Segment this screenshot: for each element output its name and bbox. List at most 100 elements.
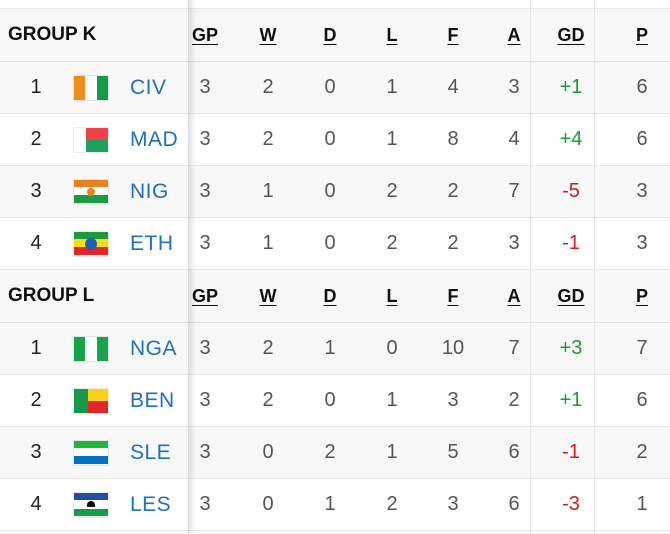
col-a-header[interactable]: A xyxy=(507,24,521,45)
position: 1 xyxy=(30,337,42,359)
table-row[interactable]: 4 ETH 3 1 0 2 2 3 -1 3 xyxy=(0,218,670,270)
d-value: 0 xyxy=(324,389,336,411)
table-top-edge xyxy=(0,0,670,9)
col-d-header[interactable]: D xyxy=(323,285,337,306)
team-link[interactable]: NIG xyxy=(130,179,169,203)
points-value: 1 xyxy=(636,493,648,515)
table-row[interactable]: 4 LES 3 0 1 2 3 6 -3 1 xyxy=(0,479,670,531)
lesotho-flag-icon xyxy=(74,492,108,517)
table-row[interactable]: 1 CIV 3 2 0 1 4 3 +1 6 xyxy=(0,62,670,114)
ethiopia-flag-icon xyxy=(74,231,108,256)
f-value: 2 xyxy=(447,232,459,254)
col-f-header[interactable]: F xyxy=(447,24,459,45)
l-value: 0 xyxy=(386,337,398,359)
col-f-header[interactable]: F xyxy=(447,285,459,306)
l-value: 2 xyxy=(386,493,398,515)
team-link[interactable]: CIV xyxy=(130,75,167,99)
table-row[interactable]: 3 NIG 3 1 0 2 2 7 -5 3 xyxy=(0,166,670,218)
gd-value: +1 xyxy=(559,389,583,411)
col-d-header[interactable]: D xyxy=(323,24,337,45)
d-value: 1 xyxy=(324,493,336,515)
col-w-header[interactable]: W xyxy=(259,24,277,45)
f-value: 4 xyxy=(447,76,459,98)
col-a-header[interactable]: A xyxy=(507,285,521,306)
a-value: 3 xyxy=(508,76,520,98)
d-value: 0 xyxy=(324,180,336,202)
a-value: 2 xyxy=(508,389,520,411)
col-w-header[interactable]: W xyxy=(259,285,277,306)
f-value: 3 xyxy=(447,389,459,411)
nigeria-flag-icon xyxy=(74,336,108,361)
flag-cell xyxy=(73,114,109,165)
team-link[interactable]: BEN xyxy=(130,388,175,412)
group-header: GROUP K GP W D L F A GD P xyxy=(0,9,670,62)
gd-value: -1 xyxy=(562,232,580,254)
sierra-leone-flag-icon xyxy=(74,440,108,465)
points-value: 3 xyxy=(636,232,648,254)
w-value: 0 xyxy=(262,493,274,515)
flag-cell xyxy=(73,62,109,113)
col-p-header[interactable]: P xyxy=(635,24,648,45)
gp-value: 3 xyxy=(199,389,211,411)
position: 2 xyxy=(30,128,42,150)
a-value: 4 xyxy=(508,128,520,150)
group-header: GROUP L GP W D L F A GD P xyxy=(0,270,670,323)
table-row[interactable]: 2 MAD 3 2 0 1 8 4 +4 6 xyxy=(0,114,670,166)
team-link[interactable]: NGA xyxy=(130,336,178,360)
flag-cell xyxy=(73,427,109,478)
l-value: 1 xyxy=(386,389,398,411)
team-link[interactable]: MAD xyxy=(130,127,179,151)
position: 3 xyxy=(30,441,42,463)
team-link[interactable]: LES xyxy=(130,492,172,516)
table-row[interactable]: 1 NGA 3 2 1 0 10 7 +3 7 xyxy=(0,323,670,375)
w-value: 2 xyxy=(262,389,274,411)
col-gd-header[interactable]: GD xyxy=(557,24,585,45)
col-gp-header[interactable]: GP xyxy=(191,285,218,306)
l-value: 2 xyxy=(386,232,398,254)
points-value: 2 xyxy=(636,441,648,463)
gd-value: -3 xyxy=(562,493,580,515)
position: 1 xyxy=(30,76,42,98)
team-link[interactable]: ETH xyxy=(130,231,174,255)
flag-cell xyxy=(73,323,109,374)
gd-value: -5 xyxy=(562,180,580,202)
ivory-coast-flag-icon xyxy=(74,75,108,100)
l-value: 2 xyxy=(386,180,398,202)
d-value: 2 xyxy=(324,441,336,463)
group-title: GROUP K xyxy=(8,24,97,45)
points-value: 6 xyxy=(636,389,648,411)
col-l-header[interactable]: L xyxy=(386,285,398,306)
col-p-header[interactable]: P xyxy=(635,285,648,306)
position: 4 xyxy=(30,232,42,254)
gd-value: -1 xyxy=(562,441,580,463)
gd-value: +4 xyxy=(559,128,583,150)
madagascar-flag-icon xyxy=(74,127,108,152)
points-value: 6 xyxy=(636,128,648,150)
a-value: 6 xyxy=(508,441,520,463)
group-l-table: GROUP L GP W D L F A GD P 1 NGA 3 2 1 0 … xyxy=(0,270,670,531)
table-row[interactable]: 3 SLE 3 0 2 1 5 6 -1 2 xyxy=(0,427,670,479)
team-link[interactable]: SLE xyxy=(130,440,172,464)
col-gp-header[interactable]: GP xyxy=(191,24,218,45)
points-value: 6 xyxy=(636,76,648,98)
a-value: 7 xyxy=(508,180,520,202)
l-value: 1 xyxy=(386,441,398,463)
group-title: GROUP L xyxy=(8,285,95,306)
points-value: 3 xyxy=(636,180,648,202)
gp-value: 3 xyxy=(199,232,211,254)
benin-flag-icon xyxy=(74,388,108,413)
flag-cell xyxy=(73,479,109,530)
d-value: 1 xyxy=(324,337,336,359)
l-value: 1 xyxy=(386,128,398,150)
group-k-table: GROUP K GP W D L F A GD P 1 CIV 3 2 0 1 … xyxy=(0,9,670,270)
table-row[interactable]: 2 BEN 3 2 0 1 3 2 +1 6 xyxy=(0,375,670,427)
d-value: 0 xyxy=(324,128,336,150)
gp-value: 3 xyxy=(199,493,211,515)
f-value: 3 xyxy=(447,493,459,515)
gp-value: 3 xyxy=(199,337,211,359)
col-l-header[interactable]: L xyxy=(386,24,398,45)
col-gd-header[interactable]: GD xyxy=(557,285,585,306)
d-value: 0 xyxy=(324,76,336,98)
f-value: 2 xyxy=(447,180,459,202)
w-value: 1 xyxy=(262,180,274,202)
